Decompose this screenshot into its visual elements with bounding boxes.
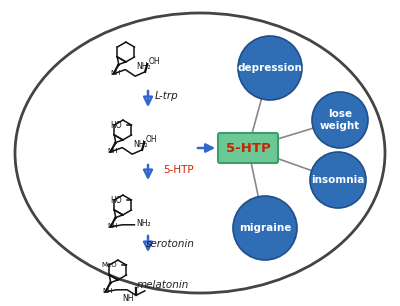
Text: migraine: migraine — [239, 223, 291, 233]
Text: melatonin: melatonin — [137, 280, 189, 290]
Text: L-trp: L-trp — [155, 91, 179, 101]
Text: depression: depression — [238, 63, 302, 73]
Text: NH: NH — [110, 70, 121, 76]
Text: NH: NH — [108, 148, 118, 154]
Circle shape — [233, 196, 297, 260]
Text: lose
weight: lose weight — [320, 109, 360, 131]
Text: HO: HO — [110, 121, 122, 129]
Text: NH: NH — [122, 294, 134, 303]
Text: OH: OH — [148, 58, 160, 66]
FancyBboxPatch shape — [218, 133, 278, 163]
Text: HO: HO — [110, 196, 122, 204]
Text: 5-HTP: 5-HTP — [226, 141, 270, 155]
Text: NH₂: NH₂ — [133, 140, 148, 149]
Circle shape — [312, 92, 368, 148]
Text: insomnia: insomnia — [311, 175, 365, 185]
Circle shape — [310, 152, 366, 208]
Text: OH: OH — [145, 135, 157, 144]
Text: MeO: MeO — [101, 262, 116, 268]
Text: NH: NH — [102, 288, 113, 294]
Text: 5-HTP: 5-HTP — [163, 165, 193, 175]
Text: NH₂: NH₂ — [136, 219, 151, 228]
Circle shape — [238, 36, 302, 100]
Text: serotonin: serotonin — [146, 239, 194, 249]
Text: NH: NH — [108, 223, 118, 229]
Text: NH₂: NH₂ — [136, 62, 151, 71]
